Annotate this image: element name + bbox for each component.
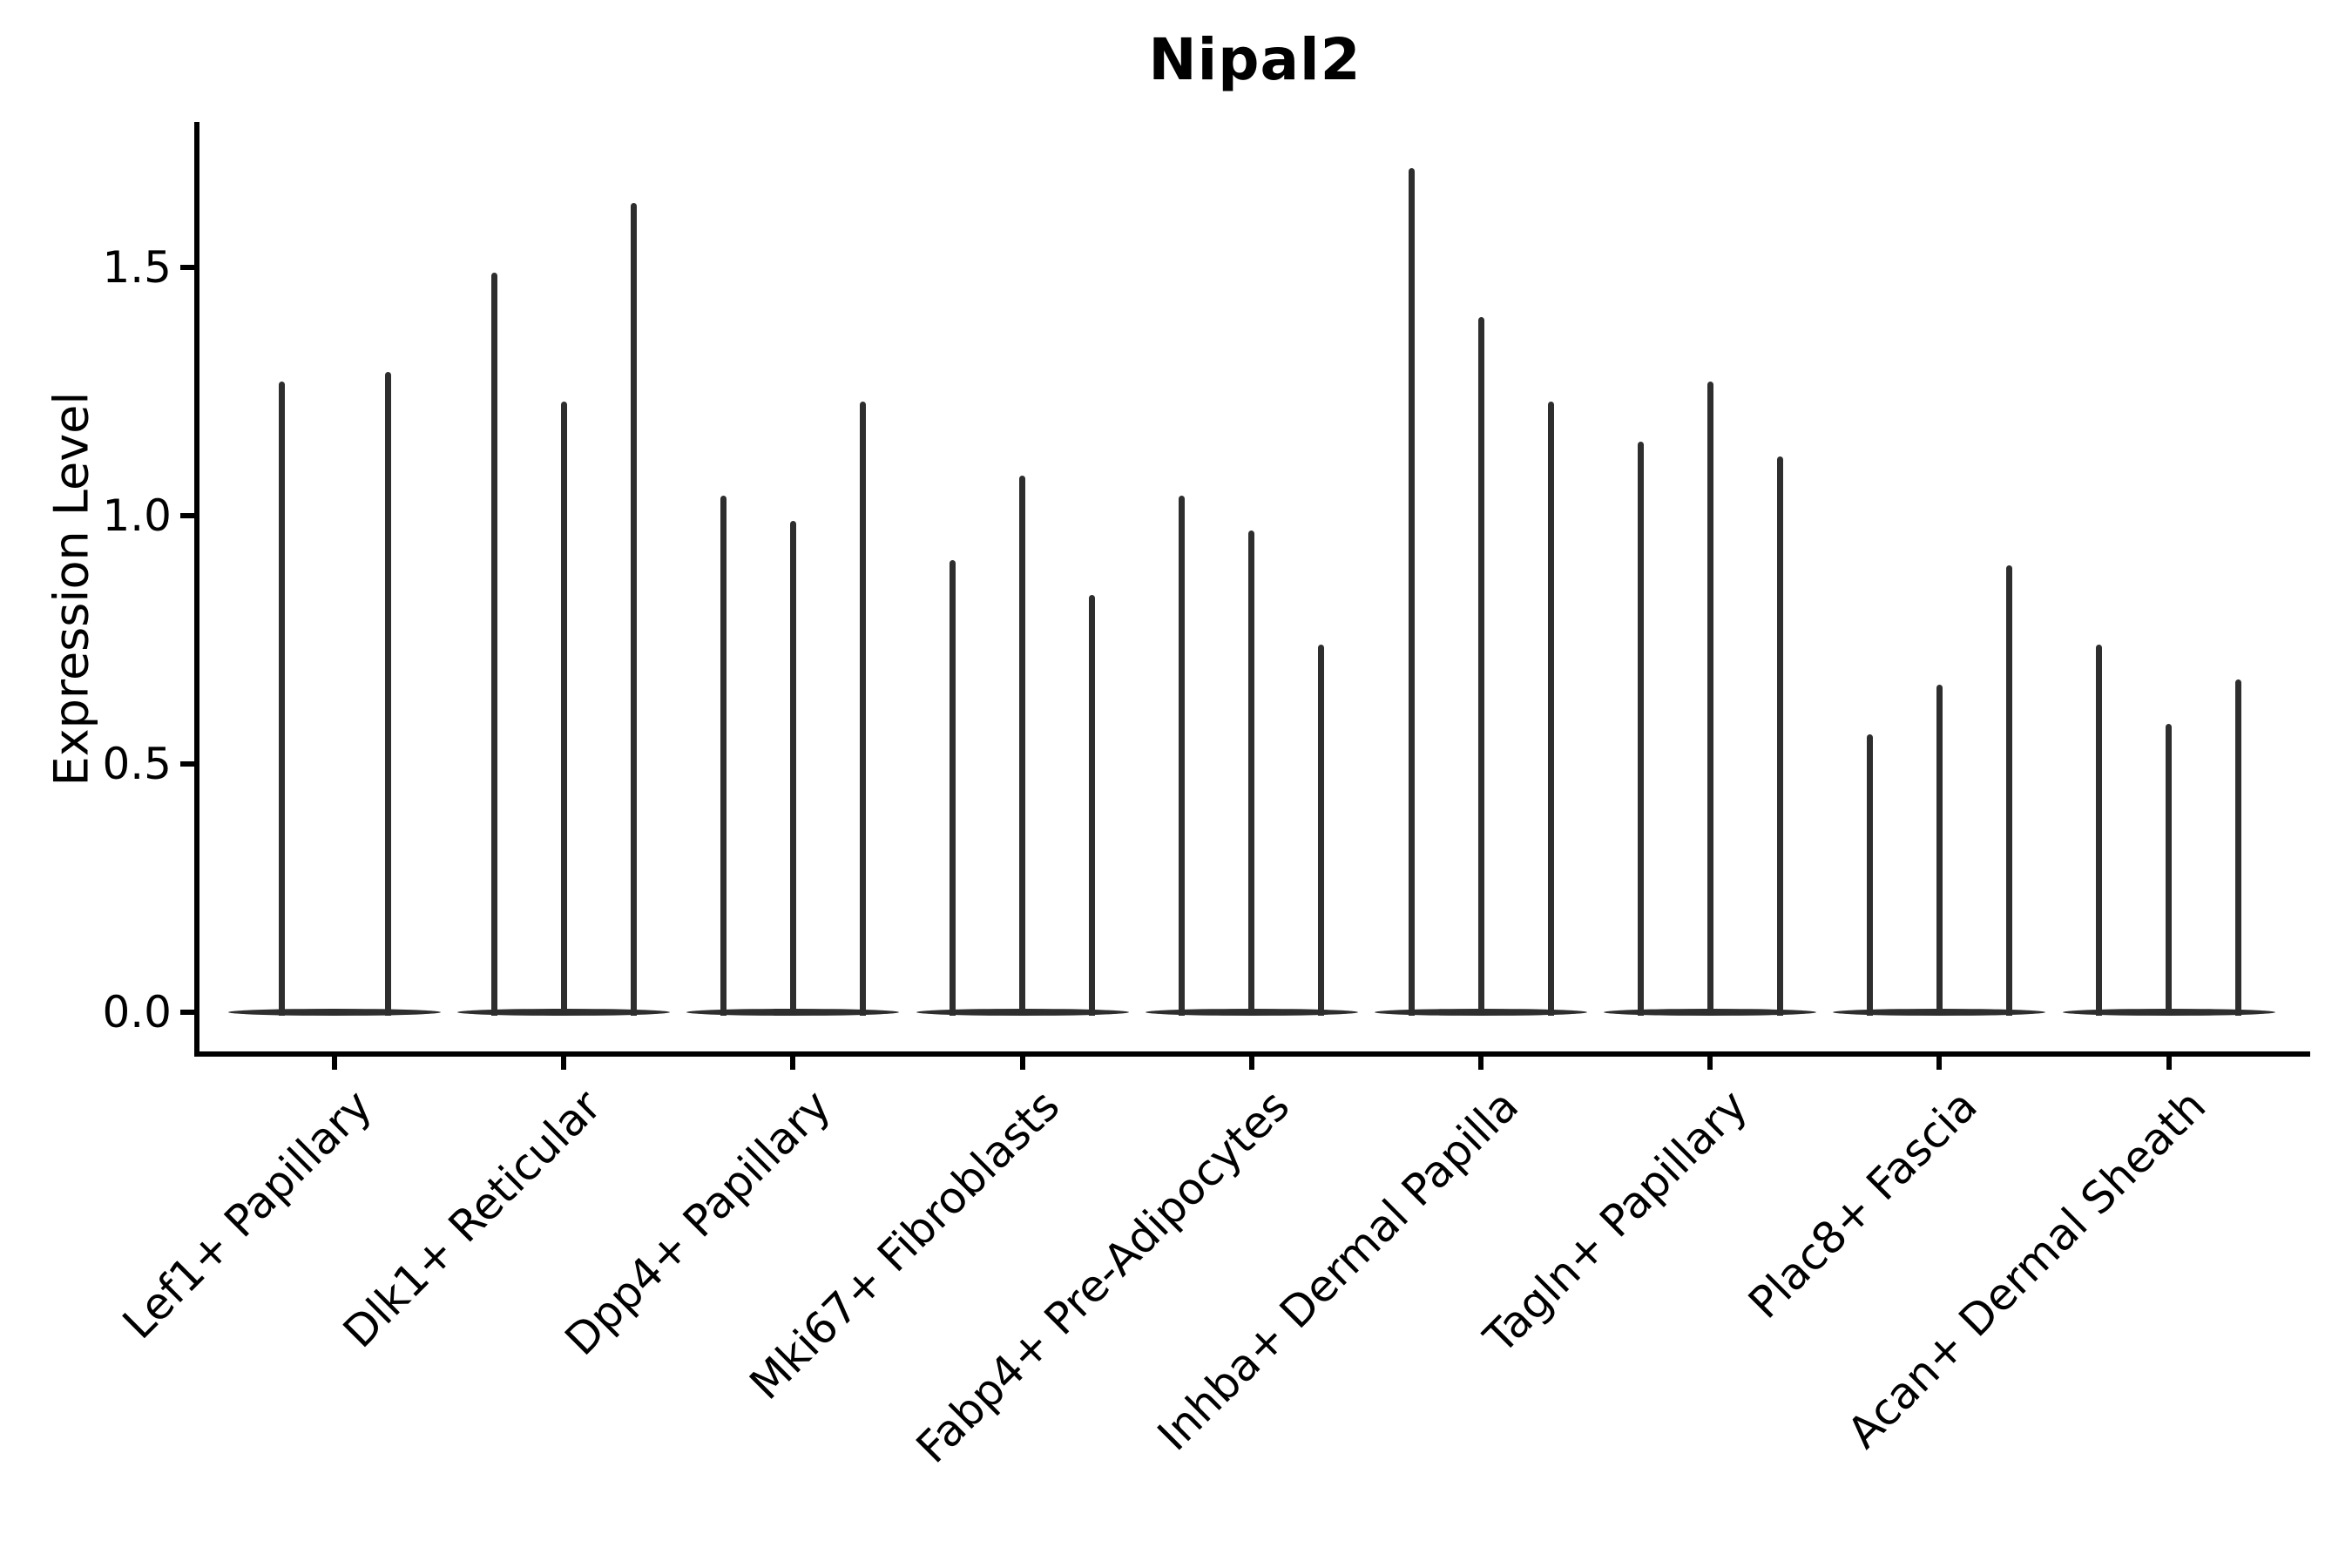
- violin-spike: [1707, 382, 1713, 1016]
- violin-spike: [2005, 565, 2012, 1016]
- violin-base: [228, 1009, 441, 1016]
- violin-spike: [789, 520, 796, 1016]
- violin-spike: [278, 382, 285, 1016]
- y-tick-mark: [180, 265, 194, 270]
- violin-spike: [1089, 595, 1096, 1016]
- violin-spike: [1936, 684, 1943, 1016]
- violin-spike: [2166, 724, 2173, 1016]
- violin-spike: [1318, 645, 1325, 1016]
- x-tick-mark: [561, 1057, 567, 1070]
- violin-spike: [1866, 733, 1873, 1016]
- violin-spike: [1776, 456, 1783, 1016]
- violin-spike: [1477, 317, 1484, 1016]
- x-category-label: Plac8+ Fascia: [1738, 1080, 1987, 1328]
- y-tick-mark: [180, 1010, 194, 1015]
- x-tick-mark: [1936, 1057, 1943, 1070]
- y-tick-label: 0.5: [102, 739, 172, 789]
- y-axis-label: Expression Level: [44, 391, 99, 787]
- violin-spike: [2096, 645, 2103, 1016]
- y-tick-label: 0.0: [102, 987, 172, 1037]
- violin-spike: [1179, 496, 1186, 1016]
- x-tick-mark: [332, 1057, 337, 1070]
- x-category-label: Fabp4+ Pre-Adipocytes: [906, 1080, 1299, 1473]
- chart-title: Nipal2: [1148, 26, 1362, 93]
- violin-spike: [1019, 476, 1026, 1016]
- violin-spike: [1408, 168, 1415, 1016]
- violin-spike: [1637, 441, 1644, 1016]
- y-tick-label: 1.5: [102, 242, 172, 293]
- x-tick-mark: [1248, 1057, 1254, 1070]
- x-tick-mark: [1707, 1057, 1713, 1070]
- x-category-label: Dlk1+ Reticular: [334, 1080, 612, 1358]
- violin-spike: [2235, 679, 2242, 1016]
- x-tick-mark: [1019, 1057, 1025, 1070]
- y-tick-label: 1.0: [102, 490, 172, 541]
- x-tick-mark: [2166, 1057, 2172, 1070]
- y-tick-mark: [180, 513, 194, 518]
- violin-spike: [384, 371, 391, 1016]
- x-axis-spine: [194, 1051, 2310, 1057]
- violin-spike: [630, 202, 637, 1016]
- y-tick-mark: [180, 761, 194, 767]
- violin-spike: [859, 401, 866, 1016]
- x-tick-mark: [1478, 1057, 1484, 1070]
- x-tick-mark: [790, 1057, 796, 1070]
- violin-spike: [1547, 401, 1554, 1016]
- x-category-label: Lef1+ Papillary: [113, 1080, 382, 1349]
- violin-spike: [720, 496, 727, 1016]
- violin-spike: [560, 401, 567, 1016]
- violin-spike: [1248, 531, 1255, 1016]
- violin-spike: [950, 560, 956, 1016]
- y-axis-spine: [194, 122, 199, 1057]
- violin-spike: [490, 272, 497, 1016]
